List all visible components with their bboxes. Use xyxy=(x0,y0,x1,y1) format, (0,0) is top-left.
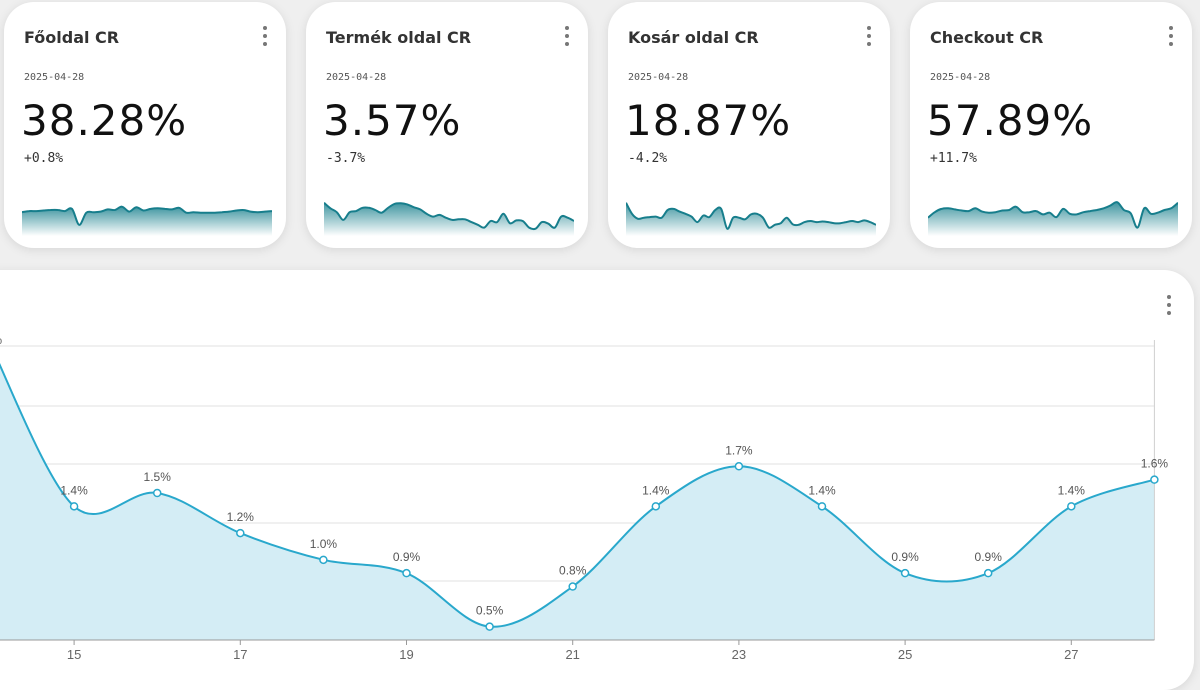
x-tick-label: 15 xyxy=(67,647,81,662)
sparkline-chart xyxy=(626,202,876,236)
data-point[interactable] xyxy=(1150,475,1159,484)
x-tick-label: 21 xyxy=(565,647,579,662)
data-label: 1.4% xyxy=(808,483,836,497)
more-options-icon[interactable] xyxy=(1166,26,1176,46)
data-point[interactable] xyxy=(69,502,79,511)
sparkline-area xyxy=(928,202,1178,236)
data-label: % xyxy=(0,333,2,347)
data-label: 1.7% xyxy=(725,443,753,457)
sparkline-line xyxy=(626,202,876,230)
data-point[interactable] xyxy=(319,555,328,565)
data-label: 0.9% xyxy=(393,550,421,564)
kpi-card-title: Checkout CR xyxy=(930,28,1044,47)
kpi-card-delta: -3.7% xyxy=(326,151,366,166)
kpi-card-delta: +0.8% xyxy=(24,151,64,166)
data-label: 1.6% xyxy=(1141,457,1169,471)
kpi-card-value: 57.89% xyxy=(927,96,1094,145)
data-point[interactable] xyxy=(983,568,993,578)
sparkline-chart xyxy=(22,205,272,236)
data-label: 1.0% xyxy=(310,537,338,551)
data-label: 0.5% xyxy=(476,604,504,618)
kpi-card-fooldal: Főoldal CR 2025-04-28 38.28% +0.8% xyxy=(4,2,286,248)
data-point[interactable] xyxy=(236,528,245,538)
data-point[interactable] xyxy=(817,502,827,511)
data-point[interactable] xyxy=(152,488,162,498)
kpi-card-delta: -4.2% xyxy=(628,151,668,166)
sparkline-line xyxy=(324,202,574,231)
sparkline-chart xyxy=(324,202,574,236)
area-fill xyxy=(0,365,1155,640)
sparkline-area xyxy=(626,202,876,236)
data-label: 0.8% xyxy=(559,564,587,578)
x-tick-label: 19 xyxy=(399,647,413,662)
kpi-card-date: 2025-04-28 xyxy=(628,72,689,83)
data-point[interactable] xyxy=(900,568,910,578)
kpi-card-termek-oldal: Termék oldal CR 2025-04-28 3.57% -3.7% xyxy=(306,2,588,248)
data-point[interactable] xyxy=(651,502,661,511)
kpi-card-checkout: Checkout CR 2025-04-28 57.89% +11.7% xyxy=(910,2,1192,248)
kpi-card-delta: +11.7% xyxy=(930,151,977,166)
data-point[interactable] xyxy=(402,568,411,578)
data-label: 1.4% xyxy=(60,483,88,497)
data-label: 0.9% xyxy=(891,550,919,564)
data-point[interactable] xyxy=(485,622,494,631)
conversion-rate-area-chart: % 1.4% 1.5% 1.2% 1.0% 0.9% 0.5% 0.8% 1.4% 1.7% 1.4… xyxy=(0,333,1169,662)
x-tick-label: 25 xyxy=(898,647,912,662)
kpi-card-date: 2025-04-28 xyxy=(24,72,85,83)
data-point[interactable] xyxy=(734,462,744,471)
data-label: 1.2% xyxy=(227,510,255,524)
kpi-card-title: Termék oldal CR xyxy=(326,28,472,47)
sparkline-area xyxy=(22,206,272,236)
x-tick-label: 27 xyxy=(1064,647,1078,662)
more-options-icon[interactable] xyxy=(1164,295,1174,315)
x-tick-label: 17 xyxy=(233,647,247,662)
kpi-card-date: 2025-04-28 xyxy=(930,72,991,83)
kpi-card-kosar-oldal: Kosár oldal CR 2025-04-28 18.87% -4.2% xyxy=(608,2,890,248)
data-label: 1.4% xyxy=(1058,483,1086,497)
data-label: 0.9% xyxy=(975,550,1003,564)
sparkline-line xyxy=(22,205,272,226)
sparkline-chart xyxy=(928,201,1178,236)
kpi-card-value: 3.57% xyxy=(323,96,462,145)
more-options-icon[interactable] xyxy=(260,26,270,46)
kpi-card-value: 38.28% xyxy=(21,96,188,145)
data-point[interactable] xyxy=(1067,502,1076,511)
kpi-card-title: Főoldal CR xyxy=(24,28,120,47)
data-label: 1.5% xyxy=(144,470,172,484)
x-tick-label: 23 xyxy=(732,647,746,662)
more-options-icon[interactable] xyxy=(864,26,874,46)
kpi-card-value: 18.87% xyxy=(625,96,792,145)
data-label: 1.4% xyxy=(642,483,670,497)
data-point[interactable] xyxy=(568,582,577,591)
sparkline-line xyxy=(928,201,1178,229)
kpi-card-date: 2025-04-28 xyxy=(326,72,387,83)
kpi-card-title: Kosár oldal CR xyxy=(628,28,759,47)
more-options-icon[interactable] xyxy=(562,26,572,46)
